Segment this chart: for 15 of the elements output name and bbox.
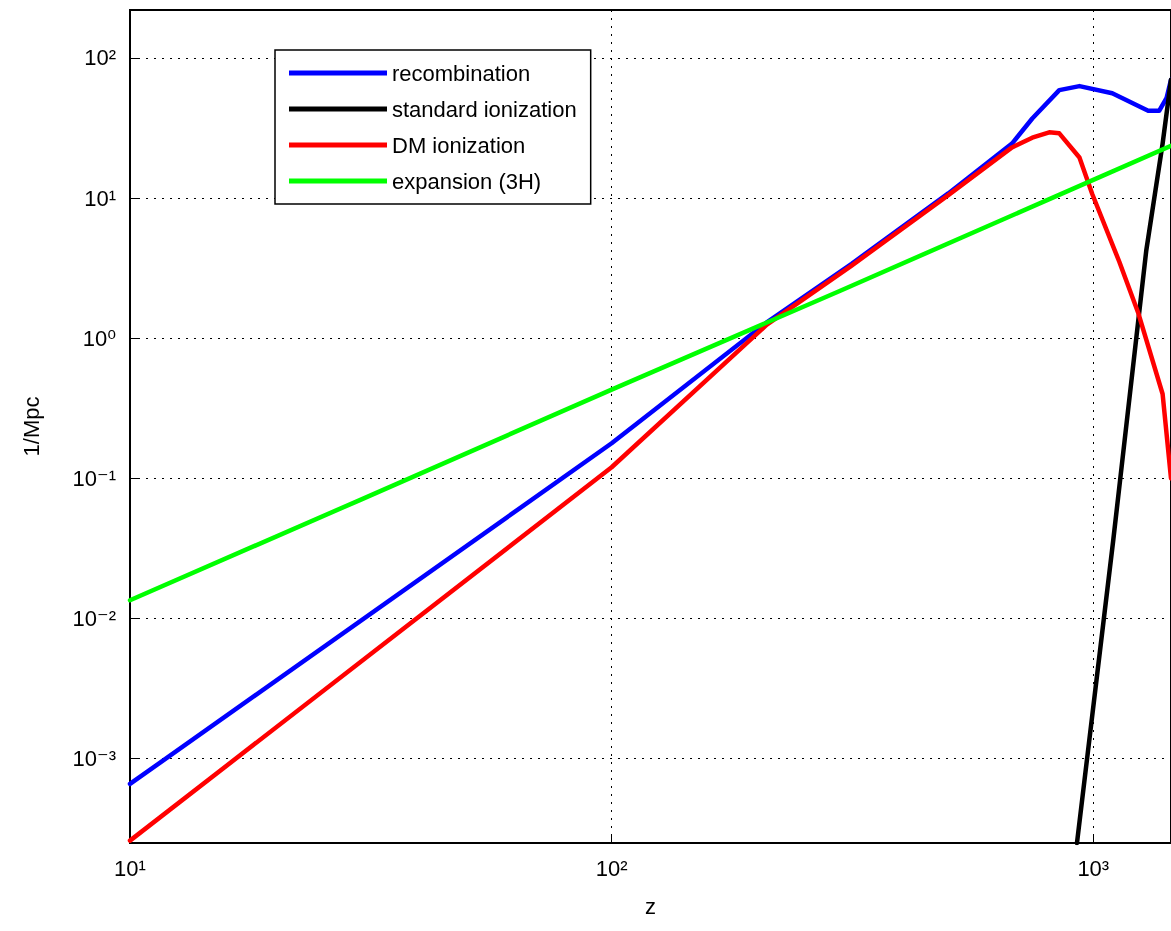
y-tick-label: 10⁻³ (72, 746, 116, 772)
y-tick-label: 10⁰ (82, 325, 117, 351)
legend-label: DM ionization (392, 132, 526, 158)
legend-label: standard ionization (392, 96, 577, 122)
legend-label: expansion (3H) (392, 168, 542, 194)
legend-label: recombination (392, 60, 531, 86)
x-axis-title: z (645, 893, 656, 919)
y-tick-label: 10⁻² (72, 606, 116, 631)
y-axis-title: 1/Mpc (18, 396, 44, 457)
x-tick-label: 10² (595, 855, 628, 881)
y-tick-label: 10⁻¹ (72, 465, 116, 491)
y-tick-label: 10² (84, 45, 116, 71)
x-tick-label: 10¹ (114, 855, 146, 881)
x-tick-label: 10³ (1077, 855, 1110, 881)
y-tick-label: 10¹ (84, 185, 116, 211)
